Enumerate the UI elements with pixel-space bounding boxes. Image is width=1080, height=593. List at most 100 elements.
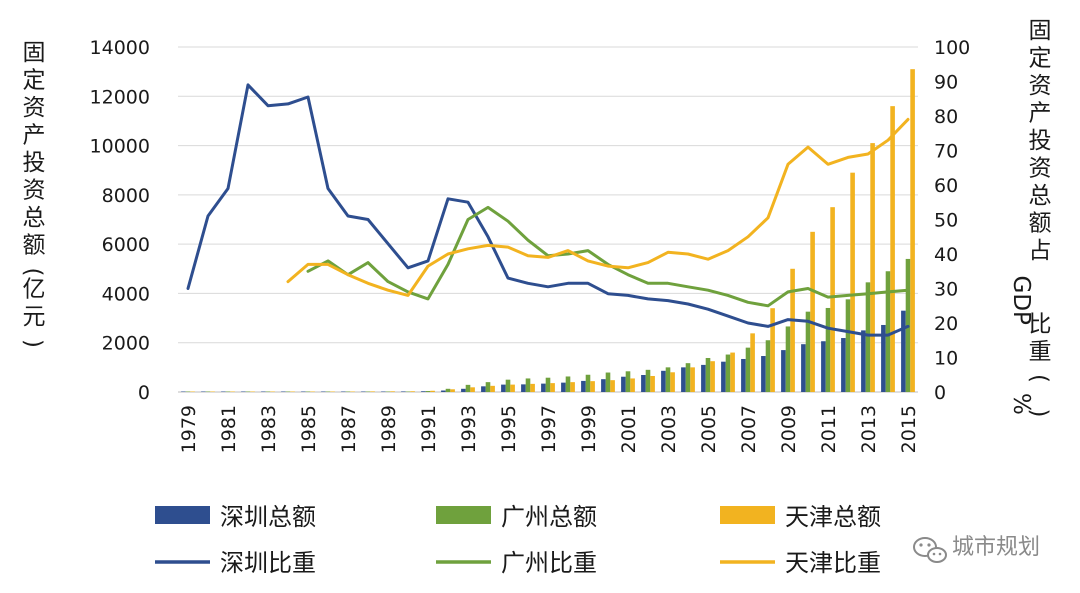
- watermark-text: 城市规划: [952, 535, 1040, 560]
- legend-label: 天津总额: [785, 503, 881, 531]
- right-tick-label: 100: [934, 37, 970, 59]
- legend-label: 深圳总额: [220, 503, 316, 531]
- bar-深圳总额: [381, 391, 386, 392]
- bar-广州总额: [885, 271, 891, 392]
- right-tick-label: 40: [934, 244, 958, 266]
- left-tick-label: 14000: [90, 37, 150, 59]
- bar-广州总额: [345, 391, 351, 392]
- axis-title-char: (: [20, 268, 46, 277]
- left-tick-label: 4000: [102, 283, 150, 305]
- axis-title-char: 投: [1029, 128, 1052, 154]
- bar-广州总额: [465, 384, 471, 392]
- bar-广州总额: [725, 354, 731, 392]
- axis-title-char: 定: [23, 68, 46, 94]
- axis-title-char: (: [1026, 374, 1052, 383]
- x-tick-label: 1995: [498, 405, 520, 453]
- bar-天津总额: [430, 390, 435, 392]
- bar-广州总额: [305, 391, 311, 392]
- legend-label: 天津比重: [785, 549, 881, 577]
- axis-title-char: 固: [23, 40, 46, 66]
- bar-天津总额: [490, 385, 495, 392]
- legend-item: 广州总额: [436, 503, 597, 531]
- bar-天津总额: [190, 391, 195, 392]
- legend-label: 广州比重: [501, 549, 597, 577]
- x-tick-label: 1993: [458, 405, 480, 453]
- x-tick-label: 1985: [298, 405, 320, 453]
- bar-广州总额: [545, 377, 551, 392]
- axis-title-char: 额: [23, 233, 46, 259]
- axis-title-char: ): [1026, 409, 1052, 418]
- bar-天津总额: [630, 378, 635, 392]
- bar-天津总额: [790, 268, 795, 392]
- bar-广州总额: [225, 391, 231, 392]
- x-tick-label: 1989: [378, 405, 400, 453]
- axis-title-char: 额: [1029, 211, 1052, 237]
- bar-深圳总额: [181, 391, 186, 392]
- bar-天津总额: [250, 391, 255, 392]
- bar-天津总额: [450, 389, 455, 392]
- bar-天津总额: [870, 143, 875, 392]
- bar-天津总额: [910, 69, 915, 392]
- bar-天津总额: [810, 231, 815, 392]
- x-tick-label: 1997: [538, 405, 560, 453]
- bar-天津总额: [410, 391, 415, 392]
- bar-深圳总额: [661, 370, 666, 392]
- wechat-icon: [913, 537, 947, 563]
- bar-广州总额: [485, 382, 491, 392]
- axis-title-char: 亿: [23, 277, 46, 303]
- bar-广州总额: [745, 347, 751, 392]
- axis-title-char: GDP: [1008, 276, 1034, 326]
- axis-title-char: 总: [23, 205, 46, 231]
- right-tick-label: 30: [934, 279, 958, 301]
- left-axis-ticks: 0 2000 4000 6000 8000 10000 12000 14000: [90, 37, 150, 404]
- axis-title-char: 资: [23, 95, 46, 121]
- bar-天津总额: [730, 352, 735, 392]
- line-深圳比重: [186, 83, 910, 337]
- legend-item: 天津总额: [720, 503, 881, 531]
- x-tick-label: 1991: [418, 405, 440, 453]
- bar-深圳总额: [301, 391, 306, 392]
- left-tick-label: 6000: [102, 234, 150, 256]
- bar-广州总额: [505, 379, 511, 392]
- axis-title-char: 投: [23, 150, 46, 176]
- bar-深圳总额: [421, 391, 426, 392]
- bar-天津总额: [590, 381, 595, 392]
- right-tick-label: 20: [934, 313, 958, 335]
- left-tick-label: 10000: [90, 136, 150, 158]
- legend-item: 深圳比重: [155, 549, 316, 577]
- bar-天津总额: [670, 372, 675, 392]
- bar-广州总额: [605, 372, 611, 392]
- bar-天津总额: [710, 361, 715, 392]
- bar-广州总额: [665, 367, 671, 392]
- axis-title-char: 产: [1029, 101, 1052, 127]
- bar-广州总额: [845, 299, 851, 392]
- bar-深圳总额: [761, 356, 766, 392]
- bar-深圳总额: [781, 350, 786, 392]
- bar-深圳总额: [821, 341, 826, 392]
- left-tick-label: 2000: [102, 333, 150, 355]
- axis-title-char: ): [20, 339, 46, 348]
- bar-广州总额: [265, 391, 271, 392]
- x-tick-label: 2007: [738, 405, 760, 453]
- bar-深圳总额: [601, 379, 606, 392]
- bar-天津总额: [750, 333, 755, 392]
- x-tick-label: 1987: [338, 405, 360, 453]
- bar-广州总额: [685, 363, 691, 392]
- left-tick-label: 12000: [90, 86, 150, 108]
- bar-深圳总额: [441, 390, 446, 392]
- left-tick-label: 0: [138, 382, 150, 404]
- bar-天津总额: [610, 380, 615, 392]
- bar-深圳总额: [361, 391, 366, 392]
- x-tick-label: 2001: [618, 405, 640, 453]
- bar-深圳总额: [201, 391, 206, 392]
- bar-深圳总额: [241, 391, 246, 392]
- x-axis-ticks: 1979 1981 1983 1985 1987 1989 1991 1993 1995 1997…: [178, 405, 920, 453]
- bar-广州总额: [765, 340, 771, 392]
- right-tick-label: 60: [934, 175, 958, 197]
- bar-广州总额: [585, 374, 591, 392]
- bar-广州总额: [785, 326, 791, 392]
- bar-深圳总额: [641, 374, 646, 392]
- bar-广州总额: [445, 388, 451, 392]
